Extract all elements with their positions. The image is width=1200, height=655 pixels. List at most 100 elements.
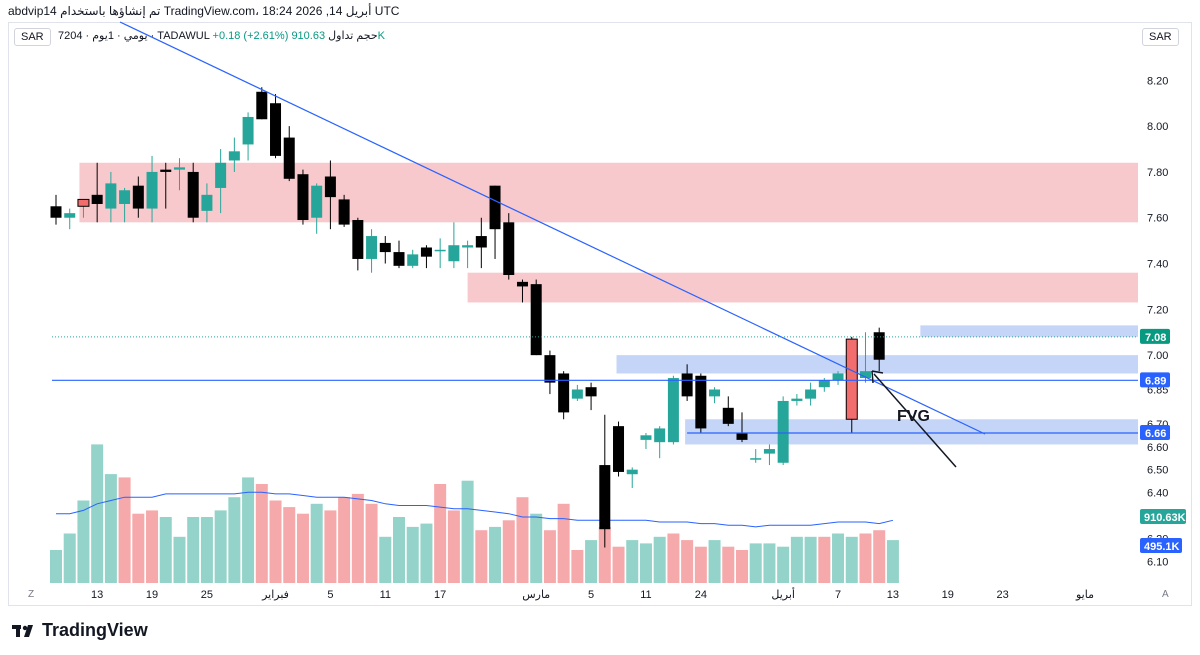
volume-bar [722,546,735,583]
volume-bar [667,533,680,583]
candle-body [420,247,432,257]
zoom-z-label[interactable]: Z [28,589,34,600]
currency-right-badge[interactable]: SAR [1142,28,1179,46]
tradingview-brand[interactable]: TradingView [12,620,148,641]
x-tick-label: 7 [835,589,841,601]
candle-body [256,91,268,120]
x-tick-label: أبريل [771,587,795,601]
symbol-legend: 7204 · يومي · 1يوم · TADAWUL +0.18 (+2.6… [58,29,385,42]
candle-body [270,103,282,156]
candle-body [805,389,817,399]
candle-body [763,449,775,454]
volume-bar [489,526,502,583]
candle-body [338,199,350,225]
candle-body [750,458,762,460]
price-axis: 8.208.007.807.607.407.207.006.856.706.60… [1140,75,1186,568]
candle-body [777,400,789,463]
volume-bar [255,484,268,583]
candle-body [434,249,446,252]
supply-zone-lower [467,272,1139,303]
volume-value: 910.63K [291,30,385,42]
candle-body [818,380,830,388]
highlight-candle [77,198,90,207]
volume-bar [461,480,474,583]
volume-label: حجم تداول [328,30,378,42]
candle-body [859,371,871,379]
volume-ma-line [56,491,894,528]
candle-body [187,171,199,218]
volume-bar [653,536,666,583]
level-tag-bg [1140,372,1170,388]
volume-bar [63,533,76,583]
volume-last-tag-bg [1140,509,1186,524]
level-tag: 6.89 [1145,375,1166,387]
volume-bar [832,533,845,583]
volume-bar [736,550,748,583]
y-tick-label: 6.85 [1147,384,1168,396]
candle-body [215,162,227,188]
candle-body [475,236,487,248]
volume-bar [626,540,639,583]
volume-bar [543,530,556,583]
volume-bar [639,543,652,583]
volume-bar [571,550,584,583]
auto-scale-label[interactable]: A [1162,589,1169,600]
y-tick-label: 8.20 [1147,75,1168,87]
fvg-annotation: FVG [897,408,930,425]
candle-body [448,245,460,262]
currency-left-badge[interactable]: SAR [14,28,51,46]
candle-body [119,190,131,204]
volume-ma-tag: 495.1K [1144,541,1180,553]
candle-body [91,194,103,204]
volume-bar [173,536,186,583]
volume-bar [585,540,598,583]
candle-body [709,389,721,397]
annotation-arrow [873,373,957,468]
candle-body [571,389,583,399]
volume-bar [502,520,515,583]
candle-body [105,183,117,209]
created-with: تم إنشاؤها باستخدام TradingView.com، [60,4,259,18]
volume-bar [420,523,433,583]
y-tick-label: 8.00 [1147,121,1168,133]
y-tick-label: 7.80 [1147,167,1168,179]
volume-bar [873,530,886,583]
x-tick-label: 17 [434,589,446,601]
candle-body [352,220,364,259]
candle-body [146,171,158,209]
volume-bar [708,540,721,583]
brand-text: TradingView [42,620,148,640]
volume-bar [77,500,90,583]
candle-body [558,373,570,413]
candle-body [324,176,336,198]
demand-zone-top [920,325,1138,337]
zones-layer [79,162,1139,445]
candle-body [516,281,528,287]
volume-bar [324,510,337,583]
arrow-head-icon [871,370,884,384]
volume-bar [818,536,831,583]
x-tick-label: 13 [887,589,899,601]
volume-bar [379,536,392,583]
candle-body [132,185,144,209]
volume-last-tag: 910.63K [1144,512,1186,524]
volume-bar [804,536,817,583]
volume-bar [612,546,625,583]
volume-bar [283,507,296,583]
volume-ma-tag-bg [1140,538,1182,553]
volume-bar [694,546,707,583]
x-tick-label: 11 [380,589,391,601]
volume-bar [214,510,227,583]
candle-body [791,398,803,401]
candles-layer [50,87,885,548]
candle-body [736,433,748,440]
candle-body [503,222,515,275]
x-tick-label: فبراير [261,589,289,601]
y-tick-label: 6.60 [1147,442,1168,454]
volume-bar [91,444,104,583]
volume-bar [763,543,776,583]
candle-body [585,387,597,397]
x-tick-label: 24 [695,589,707,601]
x-tick-label: مارس [522,589,550,601]
